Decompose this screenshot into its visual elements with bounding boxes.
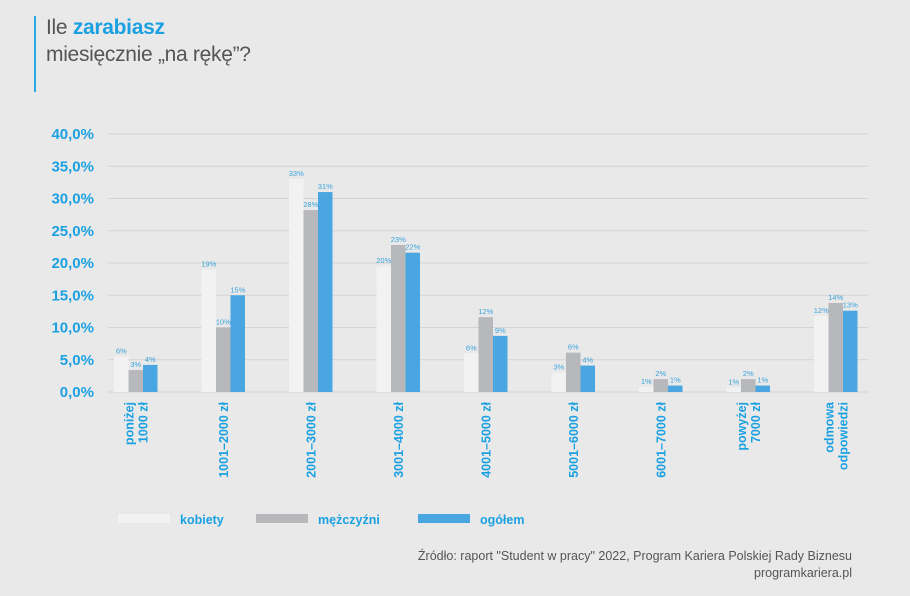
bar — [639, 386, 654, 392]
legend-label: ogółem — [480, 513, 524, 527]
bar — [464, 353, 479, 392]
bar — [814, 315, 829, 392]
bar — [230, 295, 245, 392]
legend-swatch — [118, 514, 170, 523]
bar — [726, 387, 741, 392]
data-label: 6% — [568, 343, 579, 352]
y-tick-label: 0,0% — [60, 384, 94, 401]
data-label: 1% — [757, 376, 768, 385]
y-tick-label: 5,0% — [60, 352, 94, 369]
y-tick-label: 40,0% — [51, 126, 94, 143]
title-line-2: miesięcznie „na rękę”? — [46, 43, 251, 66]
x-tick-label: poniżej1000 zł — [122, 401, 150, 445]
bar — [201, 269, 216, 392]
y-tick-label: 25,0% — [51, 223, 94, 240]
data-label: 12% — [814, 306, 829, 315]
data-label: 33% — [289, 169, 304, 178]
bar — [318, 192, 333, 392]
source-line-2: programkariera.pl — [754, 566, 852, 580]
bar — [376, 266, 391, 392]
y-tick-label: 35,0% — [51, 158, 94, 175]
data-label: 31% — [318, 182, 333, 191]
bar — [478, 317, 493, 392]
legend-swatch — [418, 514, 470, 523]
title-accent-bar — [34, 16, 36, 92]
legend-swatch — [256, 514, 308, 523]
bar — [128, 370, 143, 392]
bar — [405, 252, 420, 392]
x-tick-label: 6001–7000 zł — [654, 401, 668, 477]
data-label: 2% — [743, 369, 754, 378]
title-bold: zarabiasz — [72, 16, 165, 39]
data-label: 19% — [201, 259, 216, 268]
chart-title: Ile zarabiasz miesięcznie „na rękę”? — [46, 14, 251, 68]
bar — [843, 310, 858, 392]
data-label: 9% — [495, 326, 506, 335]
bar — [143, 364, 158, 392]
bar — [755, 385, 770, 392]
data-label: 2% — [655, 369, 666, 378]
data-label: 28% — [303, 200, 318, 209]
bar — [114, 356, 129, 392]
x-tick-label: 2001–3000 zł — [304, 401, 318, 477]
bar — [668, 385, 683, 392]
y-tick-label: 20,0% — [51, 255, 94, 272]
data-label: 1% — [670, 376, 681, 385]
bar — [216, 327, 231, 392]
bar — [493, 335, 508, 392]
data-label: 4% — [145, 355, 156, 364]
bar — [391, 244, 406, 392]
x-tick-label: powyżej7000 zł — [735, 401, 763, 450]
bar — [289, 179, 304, 392]
data-label: 10% — [216, 318, 231, 327]
data-label: 15% — [230, 285, 245, 294]
data-label: 12% — [478, 307, 493, 316]
data-label: 23% — [391, 235, 406, 244]
y-tick-label: 15,0% — [51, 287, 94, 304]
data-label: 22% — [405, 243, 420, 252]
data-label: 14% — [828, 293, 843, 302]
data-label: 3% — [553, 363, 564, 372]
data-label: 3% — [130, 360, 141, 369]
source-note: Źródło: raport "Student w pracy" 2022, P… — [418, 548, 852, 582]
x-tick-label: 3001–4000 zł — [392, 401, 406, 477]
bar — [566, 352, 581, 392]
x-tick-label: odmowaodpowiedzi — [822, 401, 850, 470]
bar — [580, 365, 595, 392]
x-tick-label: 4001–5000 zł — [479, 401, 493, 477]
x-tick-label: 1001–2000 zł — [217, 401, 231, 477]
data-label: 6% — [466, 343, 477, 352]
data-label: 1% — [641, 377, 652, 386]
legend-label: mężczyźni — [318, 513, 380, 527]
bar — [653, 379, 668, 392]
bar — [551, 372, 566, 392]
data-label: 20% — [376, 256, 391, 265]
title-line-1: Ile zarabiasz — [46, 14, 251, 41]
data-label: 6% — [116, 347, 127, 356]
bar — [828, 302, 843, 392]
bar — [741, 379, 756, 392]
bar — [303, 210, 318, 392]
data-label: 4% — [582, 356, 593, 365]
title-prefix: Ile — [46, 16, 73, 39]
data-label: 1% — [728, 377, 739, 386]
bar-chart: 0,0% 5,0% 10,0% 15,0% 20,0% 25,0% 30,0% 35,0% 40… — [51, 126, 868, 527]
y-tick-label: 10,0% — [51, 320, 94, 337]
source-line-1: Źródło: raport "Student w pracy" 2022, P… — [417, 549, 852, 563]
x-tick-label: 5001–6000 zł — [567, 401, 581, 477]
legend-label: kobiety — [180, 513, 224, 527]
y-tick-label: 30,0% — [51, 191, 94, 208]
data-label: 13% — [843, 301, 858, 310]
